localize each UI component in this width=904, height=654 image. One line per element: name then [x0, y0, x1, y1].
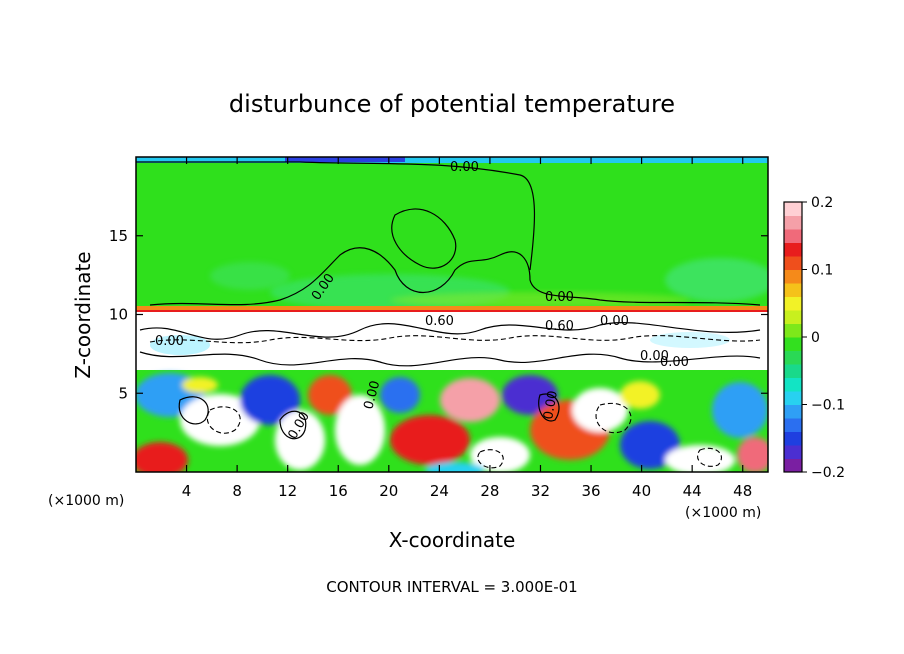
x-axis-unit: (×1000 m): [685, 505, 761, 521]
contour-label: 0.60: [545, 319, 574, 334]
x-tick-label: 40: [632, 482, 651, 500]
x-tick-label: 32: [531, 482, 550, 500]
colorbar-swatch: [784, 431, 802, 446]
y-axis-unit: (×1000 m): [48, 493, 124, 509]
colorbar-swatch: [784, 296, 802, 311]
y-axis-label: Z-coordinate: [71, 251, 95, 378]
x-axis-label: X-coordinate: [389, 528, 516, 552]
colorbar-swatch: [784, 242, 802, 257]
contour-label: 0.00: [541, 390, 561, 421]
colorbar-tick-label: −0.2: [811, 465, 845, 481]
colorbar-swatch: [784, 458, 802, 473]
y-axis-ticks: 5 10 15: [109, 227, 768, 402]
colorbar-swatch: [784, 310, 802, 324]
colorbar-swatch: [784, 418, 802, 432]
contour-labels: 0.00 0.00 0.00 0.60 0.60 0.00 0.00 0.00 …: [155, 160, 689, 442]
x-tick-label: 8: [232, 482, 242, 500]
colorbar-swatch: [784, 377, 802, 392]
y-tick-label: 5: [118, 384, 128, 402]
x-tick-label: 48: [733, 482, 752, 500]
contour-label: 0.00: [545, 290, 574, 305]
x-tick-label: 12: [278, 482, 297, 500]
x-tick-label: 4: [182, 482, 192, 500]
colorbar-swatch: [784, 445, 802, 459]
contour-label: 0.00: [600, 314, 629, 329]
y-tick-label: 15: [109, 227, 128, 245]
contour-label: 0.00: [450, 160, 479, 175]
colorbar-tick-label: 0.1: [811, 263, 833, 279]
colorbar-swatch: [784, 202, 802, 216]
colorbar: [783, 201, 803, 473]
colorbar-swatch: [784, 323, 802, 338]
colorbar-swatch: [784, 215, 802, 230]
contour-label: 0.00: [155, 334, 184, 349]
colorbar-swatch: [784, 269, 802, 284]
colorbar-swatch: [784, 337, 802, 351]
contour-interval-note: CONTOUR INTERVAL = 3.000E-01: [326, 578, 577, 596]
x-tick-label: 16: [329, 482, 348, 500]
colorbar-swatch: [784, 350, 802, 365]
colorbar-swatch: [784, 404, 802, 419]
colorbar-swatch: [784, 229, 802, 243]
contour-label: 0.60: [425, 314, 454, 329]
heatmap-field: [136, 157, 768, 472]
colorbar-tick-label: 0.2: [811, 195, 833, 211]
x-tick-label: 20: [379, 482, 398, 500]
colorbar-swatch: [784, 391, 802, 405]
colorbar-tick-label: 0: [811, 330, 820, 346]
chart-title: disturbunce of potential temperature: [229, 90, 675, 118]
x-tick-label: 28: [480, 482, 499, 500]
x-tick-label: 24: [430, 482, 449, 500]
colorbar-swatch: [784, 364, 802, 378]
y-tick-label: 10: [109, 306, 128, 324]
contour-label: 0.00: [660, 355, 689, 370]
x-axis-ticks: 4 8 12 16 20 24 28 32 36 40 44 48: [182, 157, 752, 500]
contour-label: 0.00: [361, 379, 383, 411]
contour-label: 0.00: [640, 349, 669, 364]
x-tick-label: 36: [581, 482, 600, 500]
colorbar-swatch: [784, 283, 802, 297]
x-tick-label: 44: [683, 482, 702, 500]
colorbar-tick-label: −0.1: [811, 398, 845, 414]
colorbar-swatch: [784, 256, 802, 270]
colorbar-ticks: 0.2 0.1 0 −0.1 −0.2: [802, 195, 845, 481]
